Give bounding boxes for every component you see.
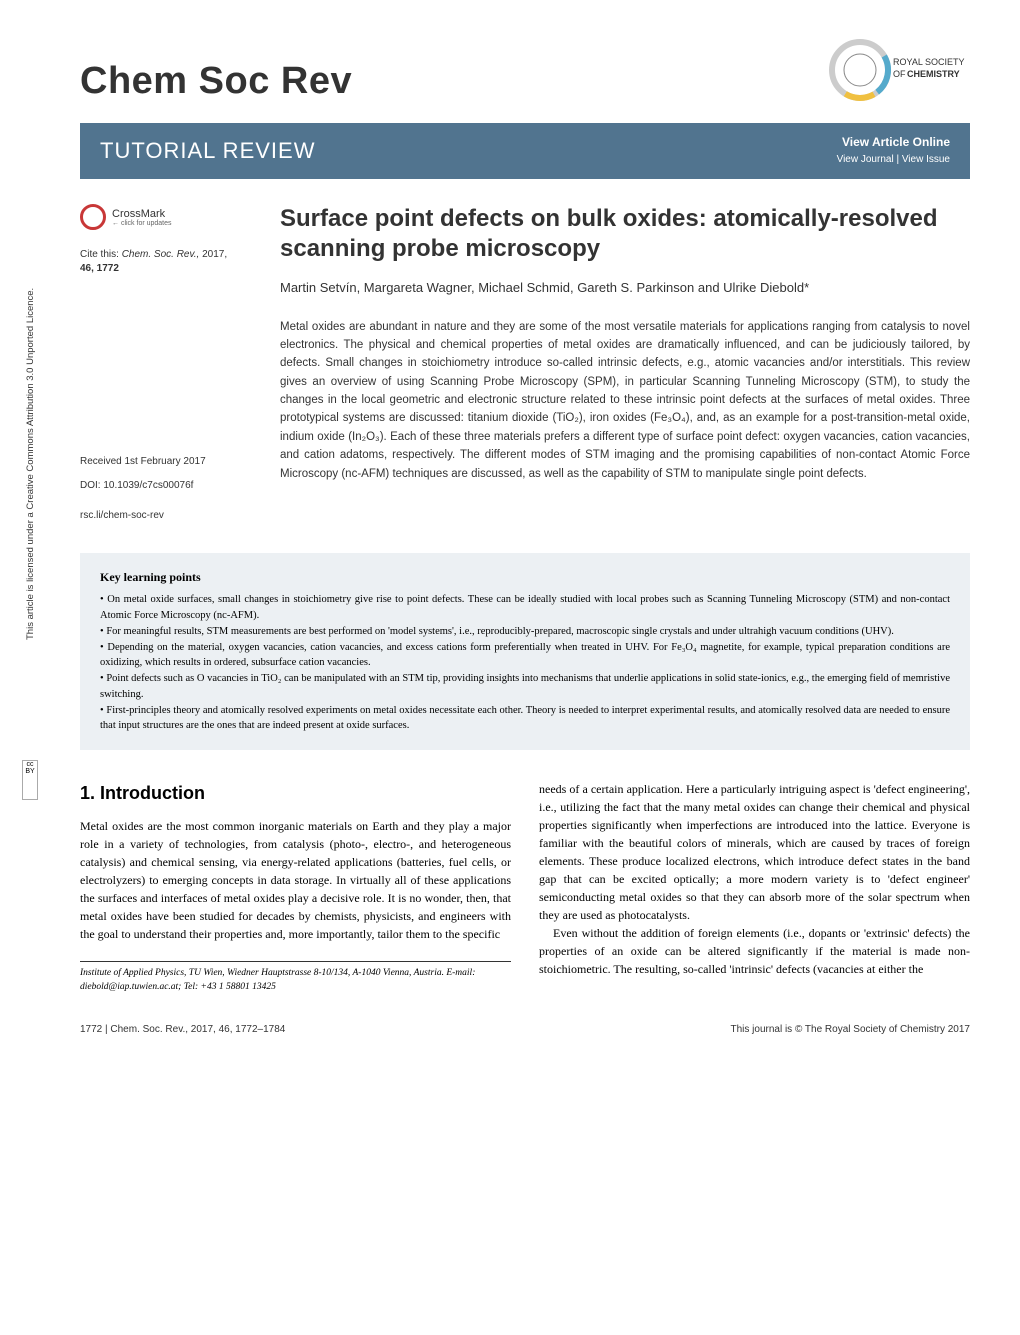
- klp-title: Key learning points: [100, 569, 950, 586]
- license-sidebar: This article is licensed under a Creativ…: [25, 288, 36, 640]
- klp-point: • Depending on the material, oxygen vaca…: [100, 640, 950, 670]
- klp-point: • First-principles theory and atomically…: [100, 703, 950, 733]
- section-name: TUTORIAL REVIEW: [100, 138, 315, 164]
- cc-badge-icon: cc BY: [22, 760, 38, 800]
- klp-point: • On metal oxide surfaces, small changes…: [100, 592, 950, 622]
- main-area: CrossMark ← click for updates Cite this:…: [80, 204, 970, 523]
- klp-text: For meaningful results, STM measurements…: [106, 626, 894, 637]
- footer-right: This journal is © The Royal Society of C…: [730, 1024, 970, 1035]
- doi: DOI: 10.1039/c7cs00076f: [80, 479, 260, 493]
- cite-prefix: Cite this:: [80, 249, 122, 260]
- body-paragraph: needs of a certain application. Here a p…: [539, 780, 970, 924]
- cc-text: cc BY: [25, 761, 34, 775]
- body-paragraph: Even without the addition of foreign ele…: [539, 924, 970, 978]
- svg-text:ROYAL SOCIETY: ROYAL SOCIETY: [893, 57, 965, 67]
- affiliation: Institute of Applied Physics, TU Wien, W…: [80, 961, 511, 994]
- rsc-link[interactable]: rsc.li/chem-soc-rev: [80, 509, 260, 523]
- article-title: Surface point defects on bulk oxides: at…: [280, 204, 970, 264]
- crossmark-badge[interactable]: CrossMark ← click for updates: [80, 204, 260, 230]
- citation: Cite this: Chem. Soc. Rev., 2017, 46, 17…: [80, 248, 260, 276]
- key-learning-points-box: Key learning points • On metal oxide sur…: [80, 553, 970, 750]
- received-date: Received 1st February 2017: [80, 455, 260, 469]
- publisher-logo: ROYAL SOCIETY OF CHEMISTRY: [825, 35, 965, 105]
- svg-text:OF: OF: [893, 69, 906, 79]
- section-header-bar: TUTORIAL REVIEW View Article Online View…: [80, 123, 970, 179]
- right-column: Surface point defects on bulk oxides: at…: [280, 204, 970, 523]
- authors: Martin Setvín, Margareta Wagner, Michael…: [280, 278, 970, 298]
- svg-text:CHEMISTRY: CHEMISTRY: [907, 69, 960, 79]
- crossmark-icon: [80, 204, 106, 230]
- cite-journal: Chem. Soc. Rev.,: [122, 249, 202, 260]
- cite-vol: 46, 1772: [80, 263, 119, 274]
- abstract: Metal oxides are abundant in nature and …: [280, 318, 970, 484]
- klp-text: Depending on the material, oxygen vacanc…: [100, 642, 950, 668]
- view-article-link[interactable]: View Article Online: [837, 135, 950, 149]
- cite-year: 2017,: [202, 249, 227, 260]
- klp-text: First-principles theory and atomically r…: [100, 705, 950, 731]
- klp-point: • Point defects such as O vacancies in T…: [100, 671, 950, 701]
- klp-point: • For meaningful results, STM measuremen…: [100, 624, 950, 639]
- view-journal-link[interactable]: View Journal | View Issue: [837, 154, 950, 165]
- crossmark-label: CrossMark: [112, 208, 172, 220]
- body-paragraph: Metal oxides are the most common inorgan…: [80, 817, 511, 943]
- page-footer: 1772 | Chem. Soc. Rev., 2017, 46, 1772–1…: [80, 1024, 970, 1035]
- crossmark-sublabel: ← click for updates: [112, 220, 172, 227]
- left-column: CrossMark ← click for updates Cite this:…: [80, 204, 260, 523]
- klp-text: Point defects such as O vacancies in TiO…: [100, 673, 950, 699]
- page-container: This article is licensed under a Creativ…: [0, 0, 1020, 1335]
- klp-text: On metal oxide surfaces, small changes i…: [100, 594, 950, 620]
- section-heading: 1. Introduction: [80, 780, 511, 807]
- body-columns: 1. Introduction Metal oxides are the mos…: [80, 780, 970, 994]
- footer-left: 1772 | Chem. Soc. Rev., 2017, 46, 1772–1…: [80, 1024, 285, 1035]
- header-links: View Article Online View Journal | View …: [837, 135, 950, 167]
